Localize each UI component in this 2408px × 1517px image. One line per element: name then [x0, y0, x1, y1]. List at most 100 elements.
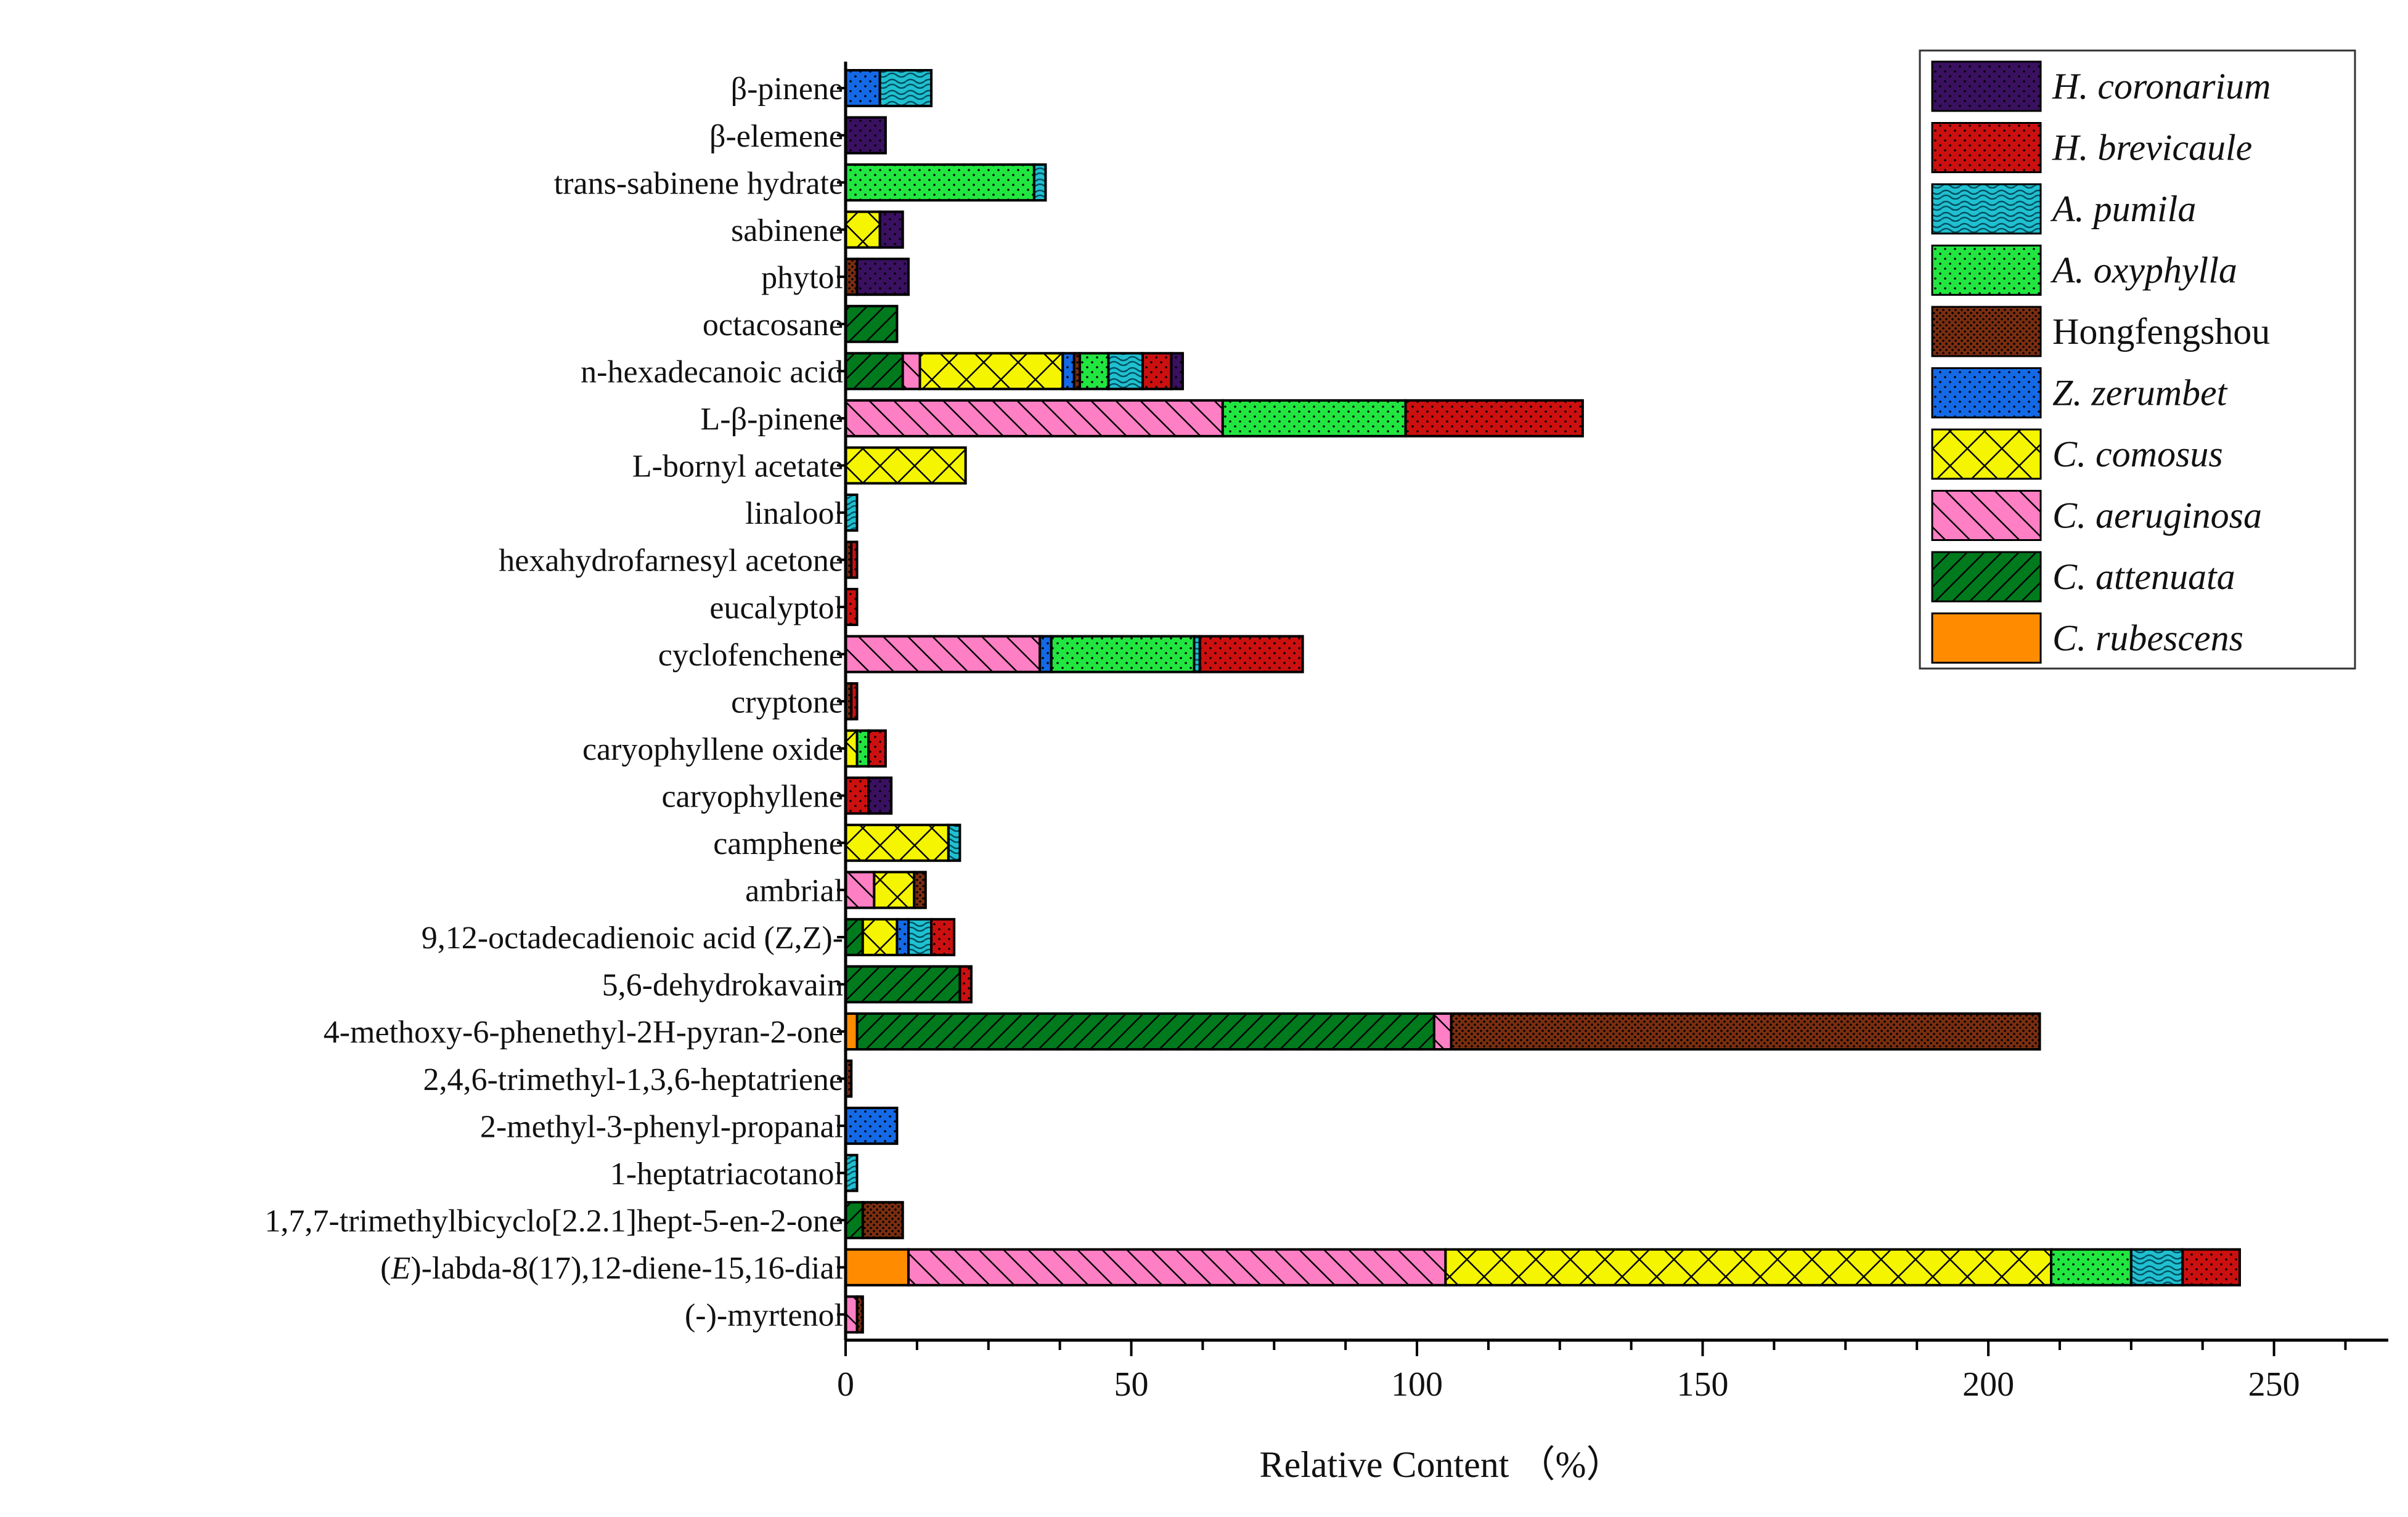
legend-swatch — [1931, 428, 2042, 480]
bar-segment — [844, 1295, 859, 1334]
bar-segment — [844, 635, 1042, 673]
legend-swatch — [1931, 367, 2042, 418]
legend-label: C. rubescens — [2052, 618, 2243, 659]
x-tick-label: 0 — [837, 1365, 854, 1404]
x-tick-label: 100 — [1391, 1365, 1443, 1404]
bar-segment — [867, 729, 887, 768]
category-label: 9,12-octadecadienoic acid (Z,Z)- — [422, 921, 843, 956]
bar-segment — [2050, 1248, 2133, 1287]
bar-segment — [844, 823, 950, 862]
x-tick-label: 200 — [1962, 1365, 2014, 1404]
legend-label: A. pumila — [2050, 189, 2196, 229]
bar-segment — [918, 352, 1064, 391]
bar-segment — [1107, 352, 1145, 391]
legend-swatch — [1931, 551, 2042, 603]
legend-label: C. aeruginosa — [2052, 495, 2262, 536]
bar-segment — [1039, 635, 1053, 673]
legend-label: Hongfengshou — [2052, 311, 2270, 352]
bar-segment — [844, 1201, 864, 1240]
bar-segment — [2181, 1248, 2241, 1287]
legend-swatch — [1931, 60, 2042, 112]
bar-segment — [855, 1295, 864, 1334]
bar-segment — [850, 682, 859, 721]
legend-swatch — [1931, 245, 2042, 296]
category-label: caryophyllene — [661, 779, 843, 814]
bar-segment — [855, 258, 910, 296]
category-label: (-)-myrtenol — [685, 1298, 843, 1333]
category-label: 2-methyl-3-phenyl-propanal — [480, 1109, 843, 1144]
bar-segment — [844, 776, 870, 815]
bar-segment — [896, 917, 910, 956]
bar-segment — [844, 493, 859, 532]
category-label: n-hexadecanoic acid — [581, 355, 843, 390]
category-labels: β-pinene β-elemene trans-sabinene hydrate s… — [264, 71, 843, 1333]
category-label: octacosane — [703, 307, 843, 343]
x-axis-label: Relative Content （%） — [1260, 1444, 1623, 1485]
bar-segment — [844, 69, 881, 107]
bar-segment — [1404, 399, 1584, 437]
bar-segment — [861, 1201, 904, 1240]
bar-segment — [867, 776, 893, 815]
legend-label: H. coronarium — [2052, 66, 2271, 107]
x-tick-label: 250 — [2248, 1365, 2300, 1404]
bar-segment — [1050, 635, 1196, 673]
bar-segment — [1170, 352, 1184, 391]
bar-segment — [844, 871, 876, 909]
bar-segment — [850, 540, 859, 579]
legend-swatch — [1931, 183, 2042, 235]
bar-segment — [844, 917, 864, 956]
bar-segment — [844, 116, 887, 155]
bar-segment — [844, 588, 859, 627]
bar-segment — [844, 729, 859, 768]
category-label: β-elemene — [709, 119, 843, 154]
bar-segment — [958, 965, 973, 1004]
bar-segment — [861, 917, 899, 956]
bar-segment — [844, 304, 899, 343]
category-label: 5,6-dehydrokavain — [602, 968, 843, 1003]
category-label: 4-methoxy-6-phenethyl-2H-pyran-2-one — [324, 1015, 843, 1050]
category-label: 1,7,7-trimethylbicyclo[2.2.1]hept-5-en-2… — [264, 1203, 843, 1238]
bar-segment — [1141, 352, 1173, 391]
bar-segment — [844, 1107, 899, 1145]
legend-label: C. attenuata — [2052, 556, 2235, 597]
bar-segment — [1444, 1248, 2053, 1287]
legend-swatch — [1931, 612, 2042, 664]
category-label: 1-heptatriacotanol — [610, 1157, 843, 1192]
category-label: eucalyptol — [709, 590, 843, 625]
bar-segment — [1032, 163, 1047, 202]
category-label: trans-sabinene hydrate — [554, 166, 843, 201]
x-ticks: 0 50 100 150 200 250 — [837, 1340, 2347, 1404]
bar-segment — [930, 917, 956, 956]
legend-label: H. brevicaule — [2052, 128, 2252, 168]
bar-segment — [1061, 352, 1075, 391]
legend-swatch — [1931, 306, 2042, 357]
bar-segment — [844, 446, 967, 485]
x-tick-label: 150 — [1677, 1365, 1729, 1404]
bar-segment — [844, 1153, 859, 1192]
category-label: hexahydrofarnesyl acetone — [499, 543, 843, 579]
category-label: ambrial — [745, 874, 843, 909]
bar-segment — [1079, 352, 1110, 391]
bar-segment — [844, 399, 1224, 437]
bar-segment — [878, 210, 904, 249]
bar-segment — [947, 823, 961, 862]
bar-segment — [844, 210, 881, 249]
category-label: cyclofenchene — [658, 638, 843, 673]
bar-segment — [844, 163, 1035, 202]
category-label: L-β-pinene — [701, 402, 843, 437]
bar-segment — [907, 1248, 1447, 1287]
legend: H. coronarium H. brevicaule A. pumila A. ox… — [1919, 49, 2356, 670]
bar-segment — [1432, 1012, 1453, 1051]
category-label: linalool — [745, 496, 843, 531]
bar-segment — [901, 352, 921, 391]
bar-segment — [844, 258, 859, 296]
bars-layer — [844, 69, 2241, 1334]
category-label: camphene — [713, 826, 843, 861]
bar-segment — [844, 352, 904, 391]
category-label: (E)-labda-8(17),12-diene-15,16-dial — [380, 1251, 843, 1286]
bar-segment — [878, 69, 933, 107]
legend-swatch — [1931, 122, 2042, 173]
category-label: 2,4,6-trimethyl-1,3,6-heptatriene — [423, 1062, 843, 1097]
